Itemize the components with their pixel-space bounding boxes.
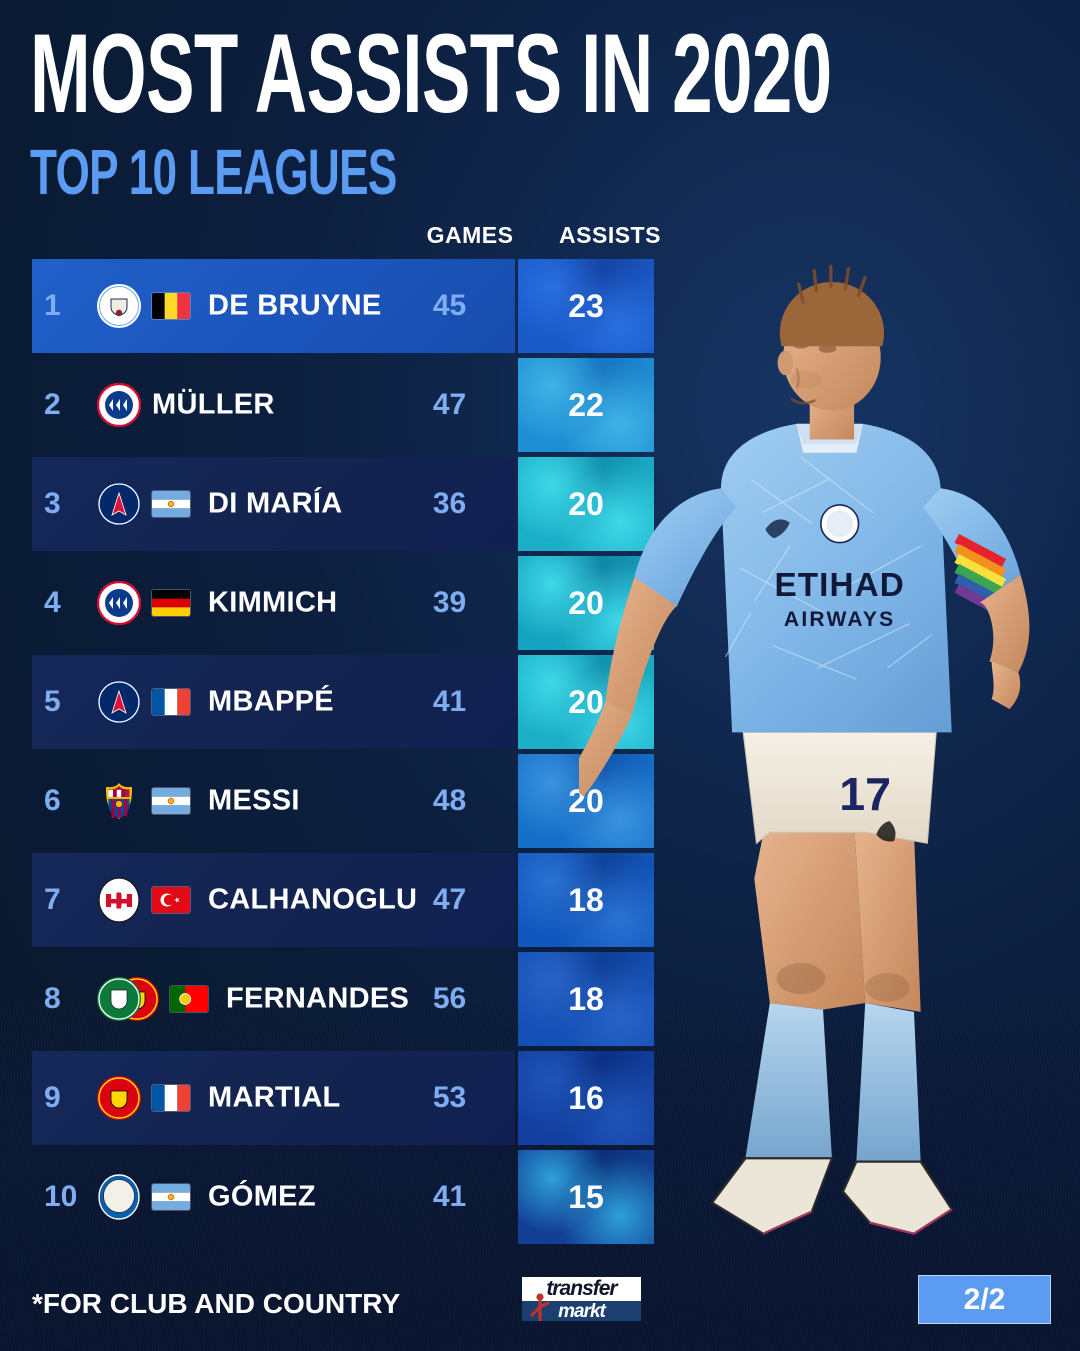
- svg-text:17: 17: [839, 768, 891, 820]
- svg-text:AIRWAYS: AIRWAYS: [784, 608, 896, 631]
- svg-text:ETIHAD: ETIHAD: [774, 567, 904, 604]
